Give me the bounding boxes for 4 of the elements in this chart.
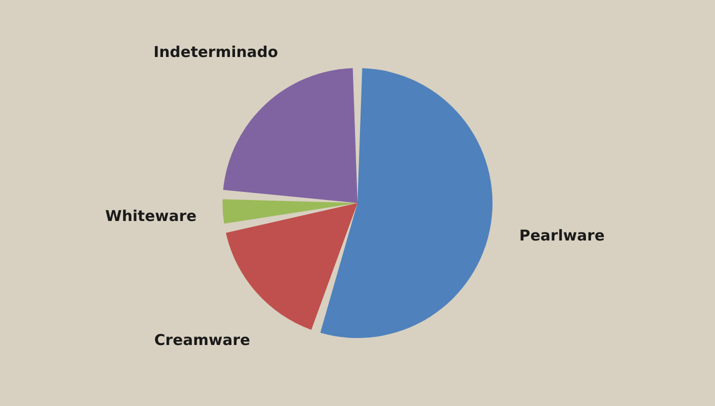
slice-label: Pearlware [519, 226, 605, 244]
slice-label: Whiteware [105, 207, 197, 225]
slice-label: Indeterminado [154, 43, 278, 62]
slice-label: Creamware [154, 330, 250, 349]
